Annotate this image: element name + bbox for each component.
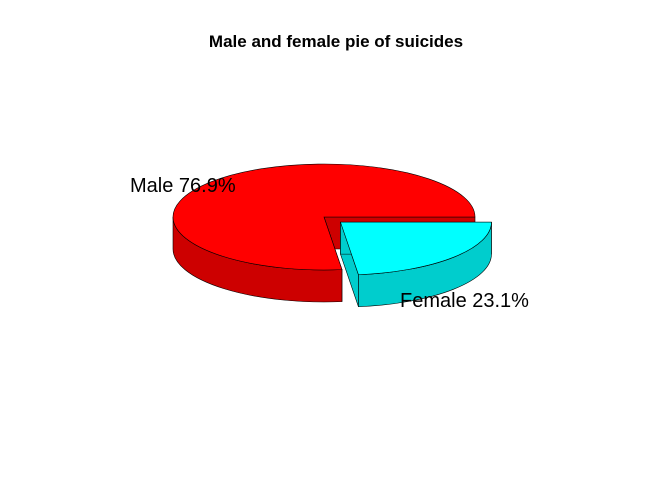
slice-female-top [340,221,492,276]
chart-title: Male and female pie of suicides [209,32,463,51]
slice-female [340,221,492,308]
slice-label-male: Male 76.9% [130,175,236,197]
pie-slices [172,163,492,308]
slice-male-top [172,163,476,271]
slice-label-female: Female 23.1% [400,290,529,312]
